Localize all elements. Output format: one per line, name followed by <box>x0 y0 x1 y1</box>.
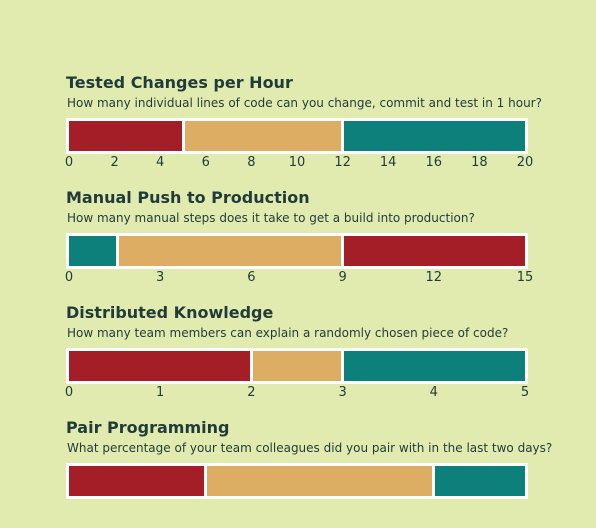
chart-section: Pair Programming What percentage of your … <box>0 418 596 528</box>
bar-segment-teal <box>344 121 525 151</box>
bar-segment-sand <box>252 351 342 381</box>
chart-section: Distributed Knowledge How many team membe… <box>0 303 596 413</box>
x-tick-label: 1 <box>156 385 165 400</box>
stacked-bar <box>66 118 528 154</box>
x-tick-label: 3 <box>156 270 165 285</box>
x-tick-label: 6 <box>201 155 210 170</box>
bar-segment-sand <box>184 121 342 151</box>
x-tick-label: 16 <box>425 155 443 170</box>
chart-title: Pair Programming <box>66 418 230 437</box>
stacked-bar <box>66 463 528 499</box>
x-tick-label: 0 <box>64 270 74 285</box>
bar-segment-red <box>69 121 182 151</box>
bar-segment-red <box>69 351 250 381</box>
stacked-bar <box>66 348 528 384</box>
x-tick-label: 0 <box>64 155 74 170</box>
x-tick-label: 4 <box>429 385 438 400</box>
chart-question: How many individual lines of code can yo… <box>67 96 542 110</box>
bar-segment-sand <box>207 466 433 496</box>
bar-segment-teal <box>435 466 525 496</box>
x-tick-label: 12 <box>334 155 351 170</box>
chart-question: How many manual steps does it take to ge… <box>67 211 475 225</box>
x-tick-label: 3 <box>338 385 347 400</box>
x-tick-label: 18 <box>471 155 488 170</box>
bar-segment-red <box>344 236 525 266</box>
chart-question: What percentage of your team colleagues … <box>67 441 553 455</box>
x-tick-label: 20 <box>516 155 534 170</box>
x-tick-label: 12 <box>425 270 443 285</box>
x-tick-label: 2 <box>247 385 256 400</box>
bar-segment-sand <box>119 236 342 266</box>
bar-segment-teal <box>344 351 525 381</box>
x-tick-label: 14 <box>379 155 397 170</box>
x-tick-label: 6 <box>247 270 256 285</box>
x-tick-label: 5 <box>520 385 530 400</box>
x-tick-label: 2 <box>110 155 119 170</box>
x-tick-label: 10 <box>288 155 306 170</box>
x-tick-label: 15 <box>516 270 534 285</box>
x-tick-label: 0 <box>64 385 74 400</box>
chart-section: Manual Push to Production How many manual… <box>0 188 596 298</box>
metrics-infographic: 02468101214161820Tested Changes per Hour… <box>0 73 596 499</box>
chart-question: How many team members can explain a rand… <box>67 326 509 340</box>
chart-title: Distributed Knowledge <box>66 303 274 322</box>
bar-segment-red <box>69 466 205 496</box>
x-tick-label: 9 <box>338 270 347 285</box>
chart-title: Tested Changes per Hour <box>66 73 293 92</box>
chart-section: Tested Changes per Hour How many individu… <box>0 73 596 183</box>
stacked-bar <box>66 233 528 269</box>
chart-title: Manual Push to Production <box>66 188 310 207</box>
x-tick-label: 4 <box>156 155 165 170</box>
x-tick-label: 8 <box>247 155 256 170</box>
bar-segment-teal <box>69 236 117 266</box>
